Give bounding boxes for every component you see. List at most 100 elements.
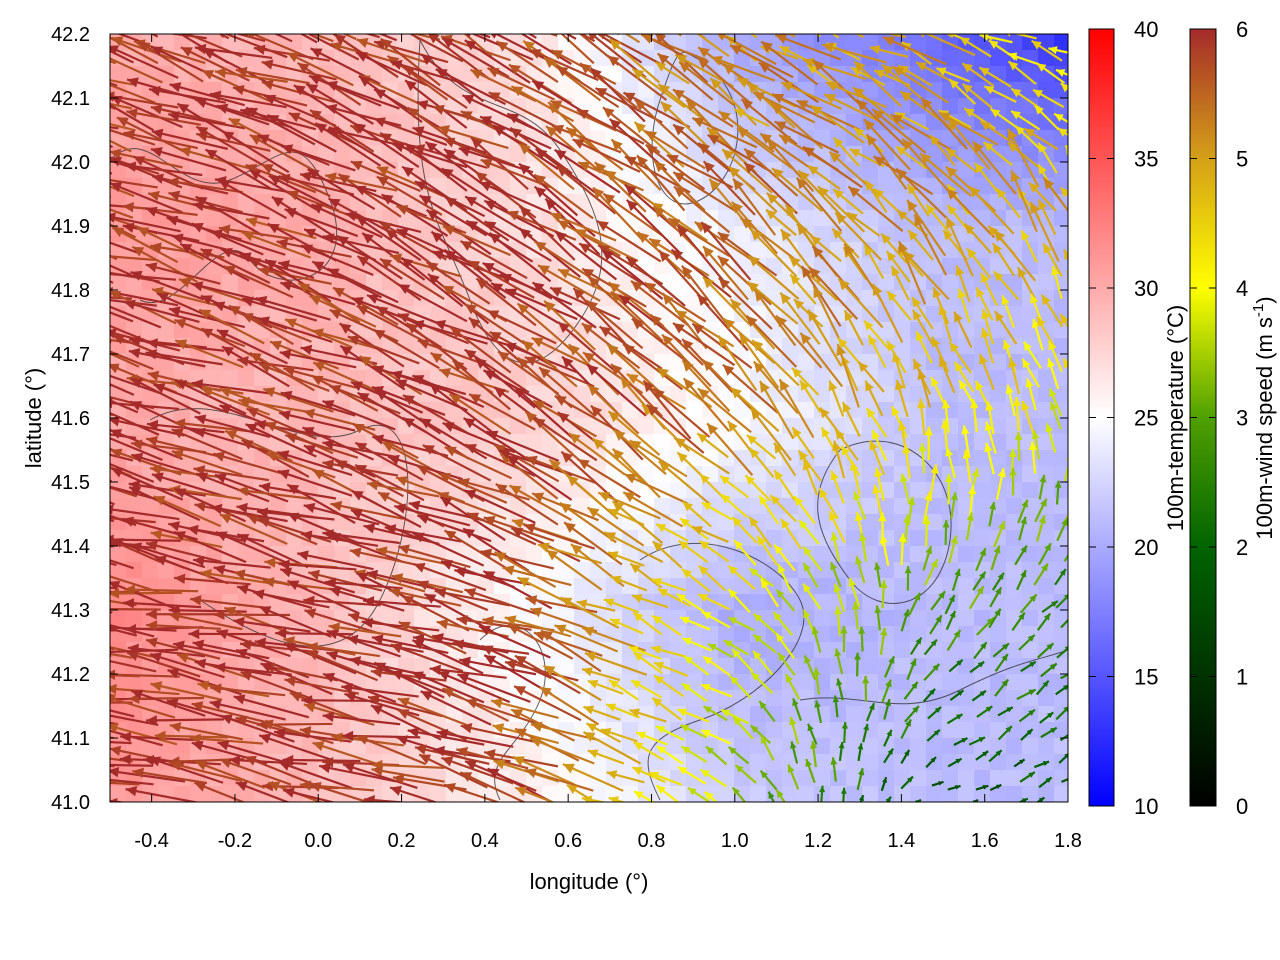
heatmap-cell (654, 434, 671, 451)
wind-vector-shaft (578, 242, 645, 286)
heatmap-cell (878, 610, 895, 627)
wind-vector-shaft (379, 257, 445, 300)
heatmap-cell (1022, 642, 1039, 659)
wind-vector-head (419, 418, 432, 429)
wind-vector-shaft (216, 629, 291, 658)
wind-vector-head (445, 197, 457, 208)
heatmap-cell (574, 194, 591, 211)
wind-vector-head (604, 598, 615, 607)
heatmap-cell (862, 786, 879, 802)
heatmap-cell (334, 146, 351, 163)
wind-vector-head (699, 540, 710, 550)
wind-vector-head (407, 107, 420, 119)
heatmap-cell (446, 114, 463, 131)
wind-vector-shaft (680, 264, 728, 324)
heatmap-cell (942, 690, 959, 707)
heatmap-cell (1054, 530, 1068, 547)
wind-vector-head (278, 173, 291, 184)
heatmap-cell (750, 690, 767, 707)
wind-vector-shaft (219, 513, 288, 545)
wind-vector-head (137, 227, 150, 237)
heatmap-cell (1022, 482, 1039, 499)
heatmap-cell (1022, 738, 1039, 755)
wind-vector-head (555, 231, 567, 243)
heatmap-cell (1038, 706, 1055, 723)
heatmap-cell (1038, 402, 1055, 419)
heatmap-cell (782, 466, 799, 483)
wind-vector-shaft (250, 34, 314, 61)
wind-vector-head (329, 309, 342, 320)
wind-vector-head (696, 19, 707, 28)
wind-vector-head (278, 559, 290, 570)
wind-vector-head (79, 198, 90, 208)
heatmap-cell (990, 370, 1007, 387)
wind-vector-head (523, 40, 536, 52)
wind-vector-shaft (579, 34, 596, 43)
wind-vector-head (303, 702, 316, 713)
heatmap-cell (622, 722, 639, 739)
heatmap-cell (606, 370, 623, 387)
heatmap-cell (862, 610, 879, 627)
wind-vector-head (557, 220, 570, 231)
heatmap-cell (958, 706, 975, 723)
wind-vector-head (456, 746, 469, 758)
wind-vector-shaft (520, 34, 572, 65)
wind-vector-head (579, 63, 592, 74)
wind-vector-shaft (328, 624, 402, 638)
wind-vector-shaft (245, 423, 317, 458)
heatmap-cell (670, 562, 687, 579)
heatmap-cell (958, 146, 975, 163)
heatmap-cell (558, 658, 575, 675)
wind-vector-head (240, 671, 253, 681)
wind-vector-head (649, 771, 660, 780)
heatmap-cell (126, 114, 143, 131)
wind-vector-head (483, 370, 496, 380)
heatmap-cell (990, 258, 1007, 275)
heatmap-cell (286, 498, 303, 515)
heatmap-cell (942, 754, 959, 771)
wind-vector-head (177, 34, 181, 37)
wind-vector-shaft (504, 288, 578, 321)
wind-vector-head (655, 62, 667, 72)
wind-vector-shaft (346, 636, 424, 653)
wind-vector-shaft (378, 34, 398, 42)
heatmap-cell (1006, 738, 1023, 755)
heatmap-cell (846, 642, 863, 659)
wind-vector-head (168, 306, 181, 317)
wind-vector-shaft (217, 741, 293, 766)
wind-vector-shaft (110, 36, 159, 65)
wind-vector-head (623, 344, 635, 355)
wind-vector-shaft (132, 770, 208, 785)
wind-vector-head (304, 228, 317, 239)
wind-vector-head (417, 580, 430, 591)
heatmap-cell (606, 66, 623, 83)
wind-vector-shaft (194, 46, 273, 60)
wind-vector-head (698, 565, 709, 576)
wind-vector-head (373, 329, 386, 340)
heatmap-cell (414, 658, 431, 675)
wind-vector-shaft (594, 87, 663, 124)
heatmap-cell (814, 418, 831, 435)
heatmap-cell (638, 66, 655, 83)
wind-vector-head (110, 766, 120, 778)
heatmap-cell (798, 210, 815, 227)
wind-vector-shaft (416, 580, 489, 612)
heatmap-cell (334, 562, 351, 579)
heatmap-cell (1022, 98, 1039, 115)
heatmap-cell (798, 786, 815, 802)
wind-vector-shaft (191, 222, 264, 256)
heatmap-cell (686, 466, 703, 483)
wind-vector-head (412, 375, 425, 385)
heatmap-cell (734, 402, 751, 419)
wind-vector-head (150, 242, 162, 253)
wind-vector-head (324, 577, 337, 589)
wind-vector-head (147, 370, 160, 381)
heatmap-cell (478, 578, 495, 595)
wind-vector-head (202, 49, 215, 59)
wind-vector-shaft (312, 741, 383, 767)
heatmap-cell (686, 146, 703, 163)
wind-vector-head (202, 70, 215, 80)
wind-vector-shaft (257, 517, 332, 543)
wind-vector-head (459, 656, 471, 667)
wind-vector-shaft (574, 228, 639, 263)
